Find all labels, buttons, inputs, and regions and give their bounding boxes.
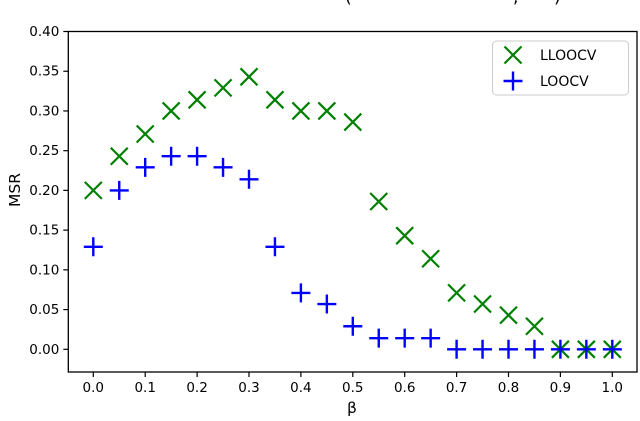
data-point-loocv: [83, 237, 103, 257]
x-tick-label: 0.1: [134, 380, 155, 396]
data-point-loocv: [550, 339, 570, 359]
data-point-loocv: [135, 157, 155, 177]
x-tick-label: 0.4: [290, 380, 311, 396]
data-point-loocv: [395, 328, 415, 348]
title-fragment-comma: ,: [513, 0, 518, 8]
y-tick-label: 0.20: [29, 183, 59, 199]
data-point-lloocv: [239, 67, 259, 87]
y-tick-label: 0.00: [29, 342, 59, 358]
data-point-loocv: [291, 283, 311, 303]
x-tick-label: 0.7: [446, 380, 467, 396]
data-point-loocv: [265, 237, 285, 257]
data-point-lloocv: [161, 101, 181, 121]
y-tick-label: 0.15: [29, 223, 59, 239]
data-point-loocv: [421, 328, 441, 348]
legend-marker-x-icon: [503, 45, 523, 65]
data-point-loocv: [239, 169, 259, 189]
data-point-loocv: [187, 146, 207, 166]
data-point-loocv: [524, 339, 544, 359]
x-tick-label: 0.8: [498, 380, 519, 396]
data-point-loocv: [576, 339, 596, 359]
x-tick-label: 0.5: [342, 380, 363, 396]
data-point-lloocv: [343, 112, 363, 132]
data-point-loocv: [213, 157, 233, 177]
legend-label-lloocv: LLOOCV: [540, 48, 597, 64]
title-fragment-close-paren: ): [554, 0, 561, 8]
x-axis-label: β: [347, 399, 357, 417]
y-tick-label: 0.30: [29, 103, 59, 119]
data-point-loocv: [447, 339, 467, 359]
legend-box: [492, 40, 629, 96]
data-point-lloocv: [369, 192, 389, 211]
y-axis-label: MSR: [6, 173, 24, 207]
data-point-lloocv: [265, 90, 285, 110]
data-point-loocv: [369, 328, 389, 348]
data-markers: [83, 67, 622, 359]
data-point-lloocv: [135, 124, 155, 144]
data-point-lloocv: [84, 181, 103, 200]
x-tick-label: 0.2: [186, 380, 207, 396]
figure-title-fragment: ( , ): [345, 0, 561, 8]
title-fragment-open-paren: (: [345, 0, 352, 8]
data-point-lloocv: [291, 101, 311, 121]
data-point-loocv: [343, 316, 363, 336]
axis-ticks: 0.0 0.1 0.2 0.3 0.4 0.5 0.6 0.7 0.8 0.9 1.0 0.00 0.0…: [29, 24, 623, 396]
data-point-lloocv: [473, 294, 492, 314]
data-point-lloocv: [421, 249, 440, 269]
data-point-loocv: [473, 339, 493, 359]
y-tick-label: 0.05: [29, 302, 59, 318]
data-point-loocv: [161, 146, 181, 166]
x-tick-label: 0.3: [238, 380, 259, 396]
y-tick-label: 0.40: [29, 24, 59, 40]
x-tick-label: 0.0: [83, 380, 104, 396]
data-point-lloocv: [317, 101, 337, 121]
legend: LLOOCV LOOCV: [492, 40, 629, 96]
data-point-lloocv: [499, 305, 518, 325]
x-tick-label: 0.9: [550, 380, 571, 396]
data-point-lloocv: [187, 90, 207, 110]
data-point-loocv: [109, 180, 129, 200]
data-point-lloocv: [395, 226, 414, 245]
data-point-loocv: [499, 339, 518, 359]
data-point-loocv: [602, 339, 622, 359]
data-point-lloocv: [213, 78, 233, 98]
data-point-loocv: [317, 294, 337, 314]
y-tick-label: 0.25: [29, 143, 59, 159]
data-point-lloocv: [447, 283, 466, 303]
x-tick-label: 0.6: [394, 380, 415, 396]
y-tick-label: 0.35: [29, 64, 59, 80]
legend-label-loocv: LOOCV: [540, 74, 589, 90]
data-point-lloocv: [525, 316, 544, 336]
legend-marker-plus-icon: [503, 71, 523, 91]
data-point-lloocv: [109, 146, 129, 166]
y-tick-label: 0.10: [29, 262, 59, 278]
x-tick-label: 1.0: [602, 380, 623, 396]
